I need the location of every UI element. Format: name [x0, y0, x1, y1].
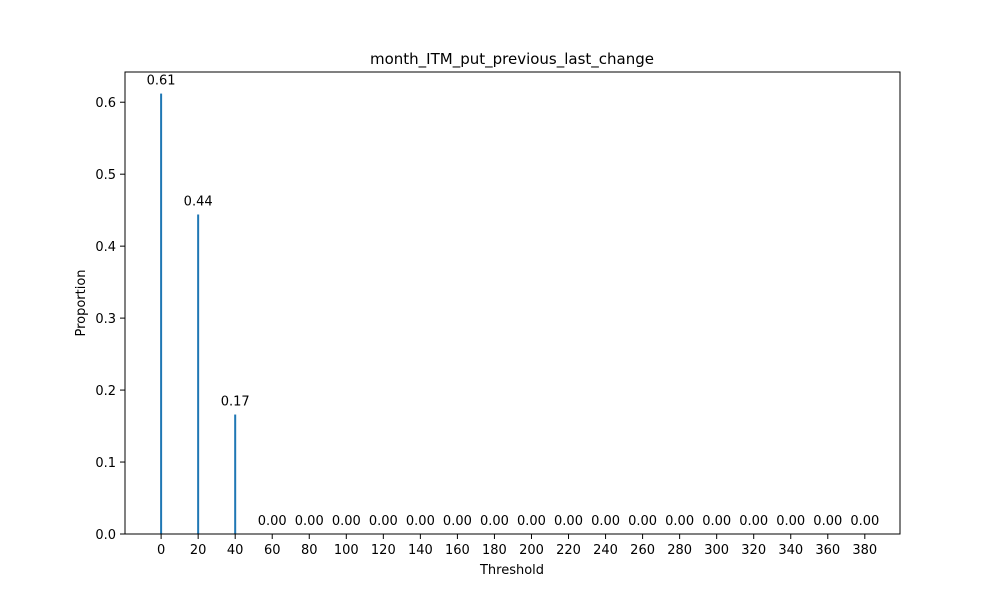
value-label-0: 0.61 [147, 74, 176, 89]
value-label-280: 0.00 [665, 514, 694, 529]
value-label-340: 0.00 [776, 514, 805, 529]
bar-0 [160, 93, 163, 534]
value-label-160: 0.00 [443, 514, 472, 529]
y-tick-label-0.6: 0.6 [95, 96, 116, 111]
value-label-40: 0.17 [221, 395, 250, 410]
value-label-20: 0.44 [184, 194, 213, 209]
bar-40 [234, 414, 237, 534]
value-label-80: 0.00 [295, 514, 324, 529]
value-label-380: 0.00 [850, 514, 879, 529]
y-axis-ticks: 0.0 0.1 0.2 0.3 0.4 0.5 0.6 [95, 96, 125, 543]
x-tick-label-360: 360 [815, 543, 840, 558]
x-tick-label-160: 160 [445, 543, 470, 558]
value-label-60: 0.00 [258, 514, 287, 529]
value-label-100: 0.00 [332, 514, 361, 529]
x-tick-label-280: 280 [667, 543, 692, 558]
x-tick-label-0: 0 [157, 543, 165, 558]
y-tick-label-0.1: 0.1 [95, 456, 116, 471]
value-labels-layer: 0.61 0.44 0.17 0.00 0.00 0.00 0.00 0.00 0.00 0.00… [147, 74, 880, 529]
x-tick-label-20: 20 [190, 543, 207, 558]
value-label-260: 0.00 [628, 514, 657, 529]
x-tick-label-260: 260 [630, 543, 655, 558]
x-tick-label-80: 80 [301, 543, 318, 558]
x-tick-label-120: 120 [371, 543, 396, 558]
value-label-200: 0.00 [517, 514, 546, 529]
value-label-320: 0.00 [739, 514, 768, 529]
x-axis-ticks: 0 20 40 60 80 100 120 140 160 180 200 220 240 260 280 3… [157, 534, 877, 558]
value-label-180: 0.00 [480, 514, 509, 529]
x-tick-label-200: 200 [519, 543, 544, 558]
value-label-240: 0.00 [591, 514, 620, 529]
y-tick-label-0.3: 0.3 [95, 312, 116, 327]
chart-title: month_ITM_put_previous_last_change [370, 50, 654, 69]
value-label-120: 0.00 [369, 514, 398, 529]
x-tick-label-220: 220 [556, 543, 581, 558]
y-tick-label-0.4: 0.4 [95, 240, 116, 255]
y-tick-label-0.5: 0.5 [95, 168, 116, 183]
x-tick-label-140: 140 [408, 543, 433, 558]
x-tick-label-100: 100 [334, 543, 359, 558]
x-tick-label-180: 180 [482, 543, 507, 558]
y-tick-label-0.2: 0.2 [95, 384, 116, 399]
x-tick-label-300: 300 [704, 543, 729, 558]
x-tick-label-320: 320 [741, 543, 766, 558]
plot-frame [124, 71, 901, 535]
value-label-220: 0.00 [554, 514, 583, 529]
y-axis-label: Proportion [74, 269, 89, 336]
value-label-140: 0.00 [406, 514, 435, 529]
value-label-360: 0.00 [813, 514, 842, 529]
bars-layer [160, 93, 237, 535]
x-tick-label-240: 240 [593, 543, 618, 558]
x-tick-label-380: 380 [852, 543, 877, 558]
x-tick-label-340: 340 [778, 543, 803, 558]
x-tick-label-40: 40 [227, 543, 244, 558]
x-tick-label-60: 60 [264, 543, 281, 558]
value-label-300: 0.00 [702, 514, 731, 529]
bar-20 [197, 214, 200, 535]
x-axis-label: Threshold [479, 563, 544, 578]
y-tick-label-0.0: 0.0 [95, 528, 116, 543]
